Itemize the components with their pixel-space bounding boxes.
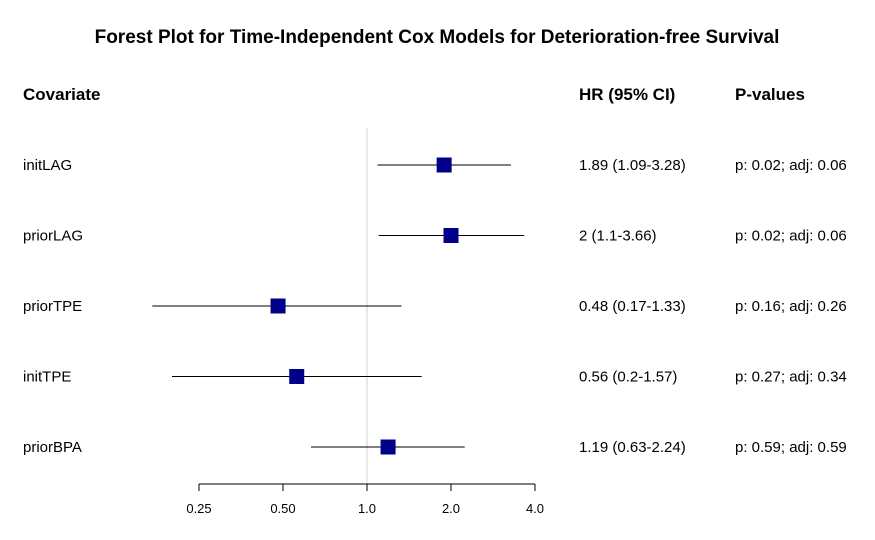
pvalue-text: p: 0.02; adj: 0.06	[735, 228, 847, 245]
covariate-label: initLAG	[23, 157, 72, 174]
pvalue-text: p: 0.59; adj: 0.59	[735, 439, 847, 456]
pvalues-column-header: P-values	[735, 85, 805, 104]
covariate-label: initTPE	[23, 369, 71, 386]
hr-marker	[289, 369, 305, 384]
covariate-label: priorTPE	[23, 298, 82, 315]
hr-column-header: HR (95% CI)	[579, 85, 675, 104]
x-tick-label: 1.0	[358, 501, 376, 516]
hr-marker	[443, 228, 459, 243]
hr-marker	[270, 298, 286, 314]
forest-rows: initLAG 1.89 (1.09-3.28) p: 0.02; adj: 0.0…	[23, 157, 847, 456]
x-axis: 0.25 0.50 1.0 2.0 4.0	[186, 483, 544, 516]
x-tick-label: 4.0	[526, 501, 544, 516]
pvalue-text: p: 0.16; adj: 0.26	[735, 298, 847, 315]
hr-marker	[436, 157, 452, 173]
covariate-label: priorLAG	[23, 228, 83, 245]
hr-ci-text: 1.19 (0.63-2.24)	[579, 439, 686, 456]
forest-row: priorTPE 0.48 (0.17-1.33) p: 0.16; adj: 0.…	[23, 298, 847, 315]
pvalue-text: p: 0.27; adj: 0.34	[735, 369, 847, 386]
forest-row: initTPE 0.56 (0.2-1.57) p: 0.27; adj: 0.34	[23, 369, 847, 386]
covariate-label: priorBPA	[23, 439, 82, 456]
forest-row: priorBPA 1.19 (0.63-2.24) p: 0.59; adj: 0.…	[23, 439, 847, 456]
x-tick-label: 0.25	[186, 501, 211, 516]
hr-ci-text: 1.89 (1.09-3.28)	[579, 157, 686, 174]
pvalue-text: p: 0.02; adj: 0.06	[735, 157, 847, 174]
hr-marker	[380, 439, 396, 455]
forest-row: priorLAG 2 (1.1-3.66) p: 0.02; adj: 0.06	[23, 228, 847, 245]
chart-title: Forest Plot for Time-Independent Cox Mod…	[95, 27, 780, 48]
hr-ci-text: 0.56 (0.2-1.57)	[579, 369, 677, 386]
hr-ci-text: 2 (1.1-3.66)	[579, 228, 657, 245]
covariate-column-header: Covariate	[23, 85, 100, 104]
forest-row: initLAG 1.89 (1.09-3.28) p: 0.02; adj: 0.0…	[23, 157, 847, 174]
x-tick-label: 2.0	[442, 501, 460, 516]
hr-ci-text: 0.48 (0.17-1.33)	[579, 298, 686, 315]
x-tick-label: 0.50	[270, 501, 295, 516]
